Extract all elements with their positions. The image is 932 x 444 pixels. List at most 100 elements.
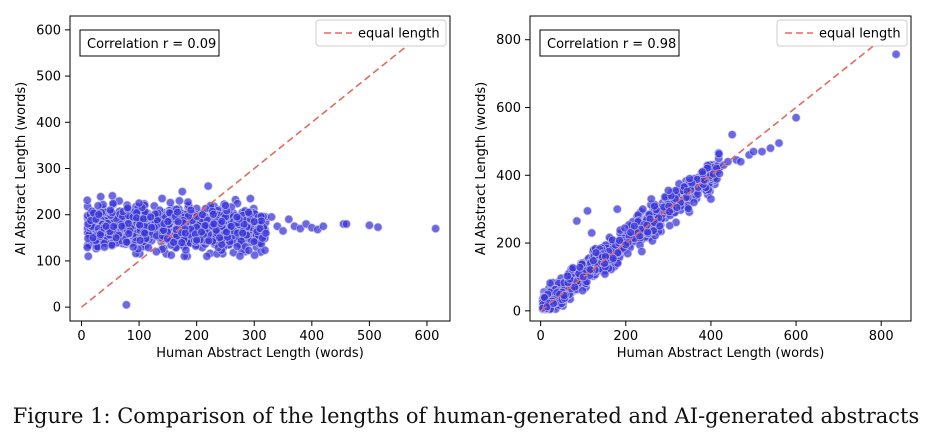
data-point [575, 262, 585, 272]
data-point [96, 230, 105, 239]
data-point [284, 214, 294, 224]
chart-human-vs-ai-left: 0 100 200 300 400 500 600 0100200300400500600 … [14, 15, 451, 361]
data-point [714, 149, 724, 159]
data-point [183, 197, 193, 207]
correlation-annotation: Correlation r = 0.09 [79, 29, 220, 57]
data-point [232, 242, 242, 251]
scatter-points [538, 49, 901, 314]
data-point [431, 224, 440, 233]
x-axis-ticks: 0 100 200 300 400 500 600 [77, 321, 439, 344]
data-point [173, 217, 183, 227]
data-point [163, 217, 173, 226]
legend-box [315, 19, 447, 47]
data-point [117, 221, 127, 231]
data-point [559, 291, 569, 300]
data-point [107, 240, 117, 250]
data-point [94, 210, 104, 220]
data-point [342, 219, 351, 229]
data-point [134, 198, 144, 208]
data-point [215, 233, 225, 243]
data-point [166, 198, 175, 207]
data-point [198, 210, 207, 220]
data-point [208, 209, 218, 219]
data-point [267, 212, 276, 222]
data-point [318, 221, 328, 231]
data-point [620, 223, 630, 233]
legend-label: equal length [819, 27, 901, 42]
data-point [615, 236, 624, 245]
data-point [96, 192, 106, 202]
data-point [209, 219, 219, 229]
data-point [621, 240, 631, 250]
data-point [685, 174, 694, 184]
data-point [221, 201, 230, 210]
data-point [249, 217, 259, 226]
x-tick-label: 600 [415, 329, 440, 344]
data-point [749, 147, 758, 156]
data-point [665, 207, 674, 217]
data-point [124, 229, 134, 238]
x-tick-label: 200 [184, 329, 209, 344]
y-tick-label: 0 [53, 301, 61, 316]
data-point [891, 49, 901, 59]
correlation-text: Correlation r = 0.98 [547, 37, 676, 52]
data-point [226, 221, 236, 231]
y-axis-label: AI Abstract Length (words) [474, 82, 489, 255]
legend: equal length [315, 19, 447, 47]
data-point [249, 237, 259, 247]
x-tick-label: 400 [699, 329, 724, 344]
data-point [88, 233, 98, 243]
data-point [260, 245, 270, 255]
data-point [591, 248, 601, 257]
data-point [177, 187, 187, 196]
data-point [563, 271, 572, 281]
data-point [583, 206, 592, 216]
y-axis-ticks: 0 100 200 300 400 500 600 [36, 23, 70, 316]
data-point [261, 228, 271, 238]
data-point [572, 216, 582, 226]
correlation-annotation: Correlation r = 0.98 [539, 29, 680, 57]
y-tick-label: 800 [496, 33, 521, 48]
data-point [101, 221, 111, 231]
data-point [111, 233, 121, 243]
y-tick-label: 500 [36, 70, 61, 85]
data-point [278, 226, 288, 236]
data-point [181, 245, 191, 255]
data-point [638, 204, 648, 214]
data-point [635, 231, 644, 241]
x-tick-label: 600 [784, 329, 809, 344]
data-point [202, 251, 212, 261]
data-point [545, 278, 555, 288]
data-point [612, 204, 622, 214]
data-point [140, 228, 150, 238]
chart-human-vs-ai-right: 0 200 400 600 800 0 200 400 600 800 Human Abstra… [474, 15, 912, 361]
data-point [689, 198, 699, 207]
y-tick-label: 300 [36, 162, 61, 177]
data-point [108, 191, 117, 201]
data-point [588, 256, 598, 266]
x-axis-ticks: 0 200 400 600 800 [537, 321, 894, 344]
x-tick-label: 800 [869, 329, 894, 344]
equal-length-line [540, 25, 899, 312]
data-point [629, 221, 639, 231]
data-point [373, 222, 383, 232]
x-tick-label: 200 [613, 329, 638, 344]
data-point [570, 282, 580, 292]
y-tick-label: 200 [36, 208, 61, 223]
data-point [650, 201, 659, 211]
data-point [105, 205, 115, 215]
x-tick-label: 300 [242, 329, 267, 344]
scatter-points [82, 181, 440, 310]
y-tick-label: 200 [496, 237, 521, 252]
data-point [244, 246, 254, 255]
data-point [727, 130, 737, 139]
y-axis-label: AI Abstract Length (words) [14, 82, 29, 255]
data-point [244, 208, 253, 217]
legend-box [776, 19, 908, 47]
data-point [222, 227, 231, 237]
data-point [715, 169, 724, 178]
x-tick-label: 0 [77, 329, 85, 344]
figure-caption: Figure 1: Comparison of the lengths of h… [12, 404, 920, 428]
data-point [238, 228, 248, 238]
